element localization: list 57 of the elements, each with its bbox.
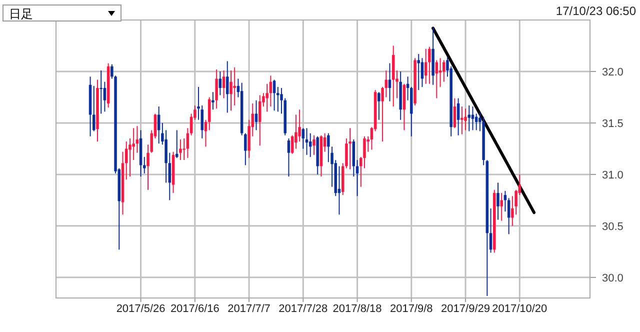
candlestick: [272, 79, 276, 112]
x-tick-label: 2017/9/8: [390, 303, 433, 315]
candlestick: [190, 113, 193, 136]
text: 日足: [9, 7, 33, 21]
candlestick: [468, 104, 470, 132]
candlestick: [378, 92, 380, 120]
candlestick: [287, 138, 290, 178]
candlestick: [500, 192, 503, 222]
candlestick: [157, 106, 160, 144]
y-tick-label: 31.0: [602, 169, 624, 182]
candlestick: [356, 160, 359, 197]
candlestick: [471, 106, 474, 131]
candlestick: [489, 208, 492, 254]
candlestick: [456, 98, 460, 136]
x-tick-label: 2017/10/20: [492, 303, 548, 315]
candlestick: [212, 92, 214, 110]
candlestick: [208, 96, 211, 131]
x-tick-label: 2017/5/26: [116, 303, 166, 315]
candlestick: [254, 100, 258, 131]
candlestick: [384, 70, 388, 98]
candlestick: [290, 134, 294, 154]
candlestick: [428, 46, 431, 84]
x-tick-label: 2017/8/18: [332, 303, 382, 315]
x-tick-label: 2017/6/16: [170, 303, 220, 315]
candlestick: [435, 60, 438, 99]
candlestick: [424, 48, 428, 84]
candlestick: [222, 70, 226, 99]
candlestick: [218, 70, 222, 96]
candlestick: [302, 128, 305, 150]
y-tick-label: 32.0: [602, 66, 624, 78]
candlestick: [388, 62, 392, 102]
candlestick: [215, 68, 218, 110]
x-tick-label: 2017/7/28: [278, 303, 328, 315]
y-tick-label: 30.5: [602, 220, 624, 233]
candlestick: [417, 53, 420, 91]
candlestick: [230, 70, 232, 112]
candlestick: [464, 108, 467, 131]
text: 17/10/23 06:50: [556, 4, 636, 18]
candlestick: [507, 198, 510, 235]
candlestick: [496, 182, 500, 220]
candlestick: [200, 104, 204, 139]
candlestick: [312, 134, 316, 156]
y-tick-label: 31.5: [602, 118, 624, 130]
candlestick: [348, 128, 352, 170]
candlestick: [453, 98, 456, 129]
candlestick: [233, 66, 236, 106]
candlestick: [460, 106, 464, 135]
y-tick-label: 30.0: [602, 272, 624, 284]
candlestick: [226, 60, 229, 114]
candlestick: [179, 138, 182, 161]
candlestick: [327, 132, 330, 163]
candlestick: [420, 58, 424, 88]
candlestick: [103, 81, 106, 112]
x-tick-label: 2017/7/7: [228, 303, 270, 315]
x-tick-label: 2017/9/29: [441, 303, 490, 315]
candlestick: [258, 94, 262, 146]
candlestick: [100, 70, 102, 114]
